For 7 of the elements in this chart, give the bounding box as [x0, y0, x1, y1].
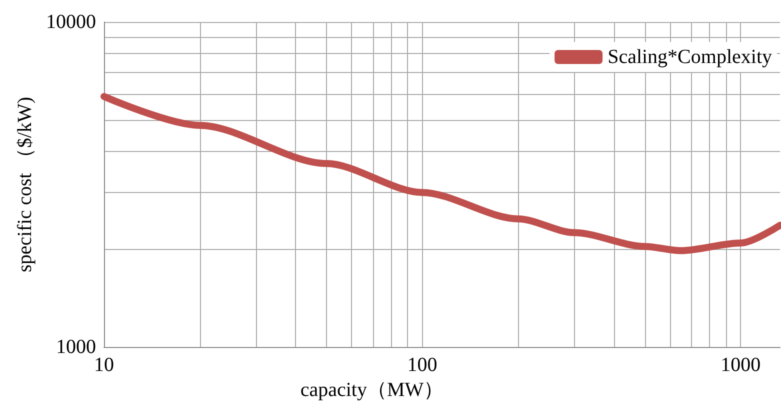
x-tick-label: 10 — [94, 354, 114, 376]
y-axis-title: specific cost （$/kW) — [14, 96, 36, 272]
x-tick-label: 100 — [407, 354, 438, 376]
legend-label: Scaling*Complexity — [608, 46, 772, 68]
y-tick-label: 10000 — [46, 11, 96, 33]
x-axis-title: capacity（MW） — [300, 379, 444, 401]
x-tick-label: 1000 — [720, 354, 761, 376]
